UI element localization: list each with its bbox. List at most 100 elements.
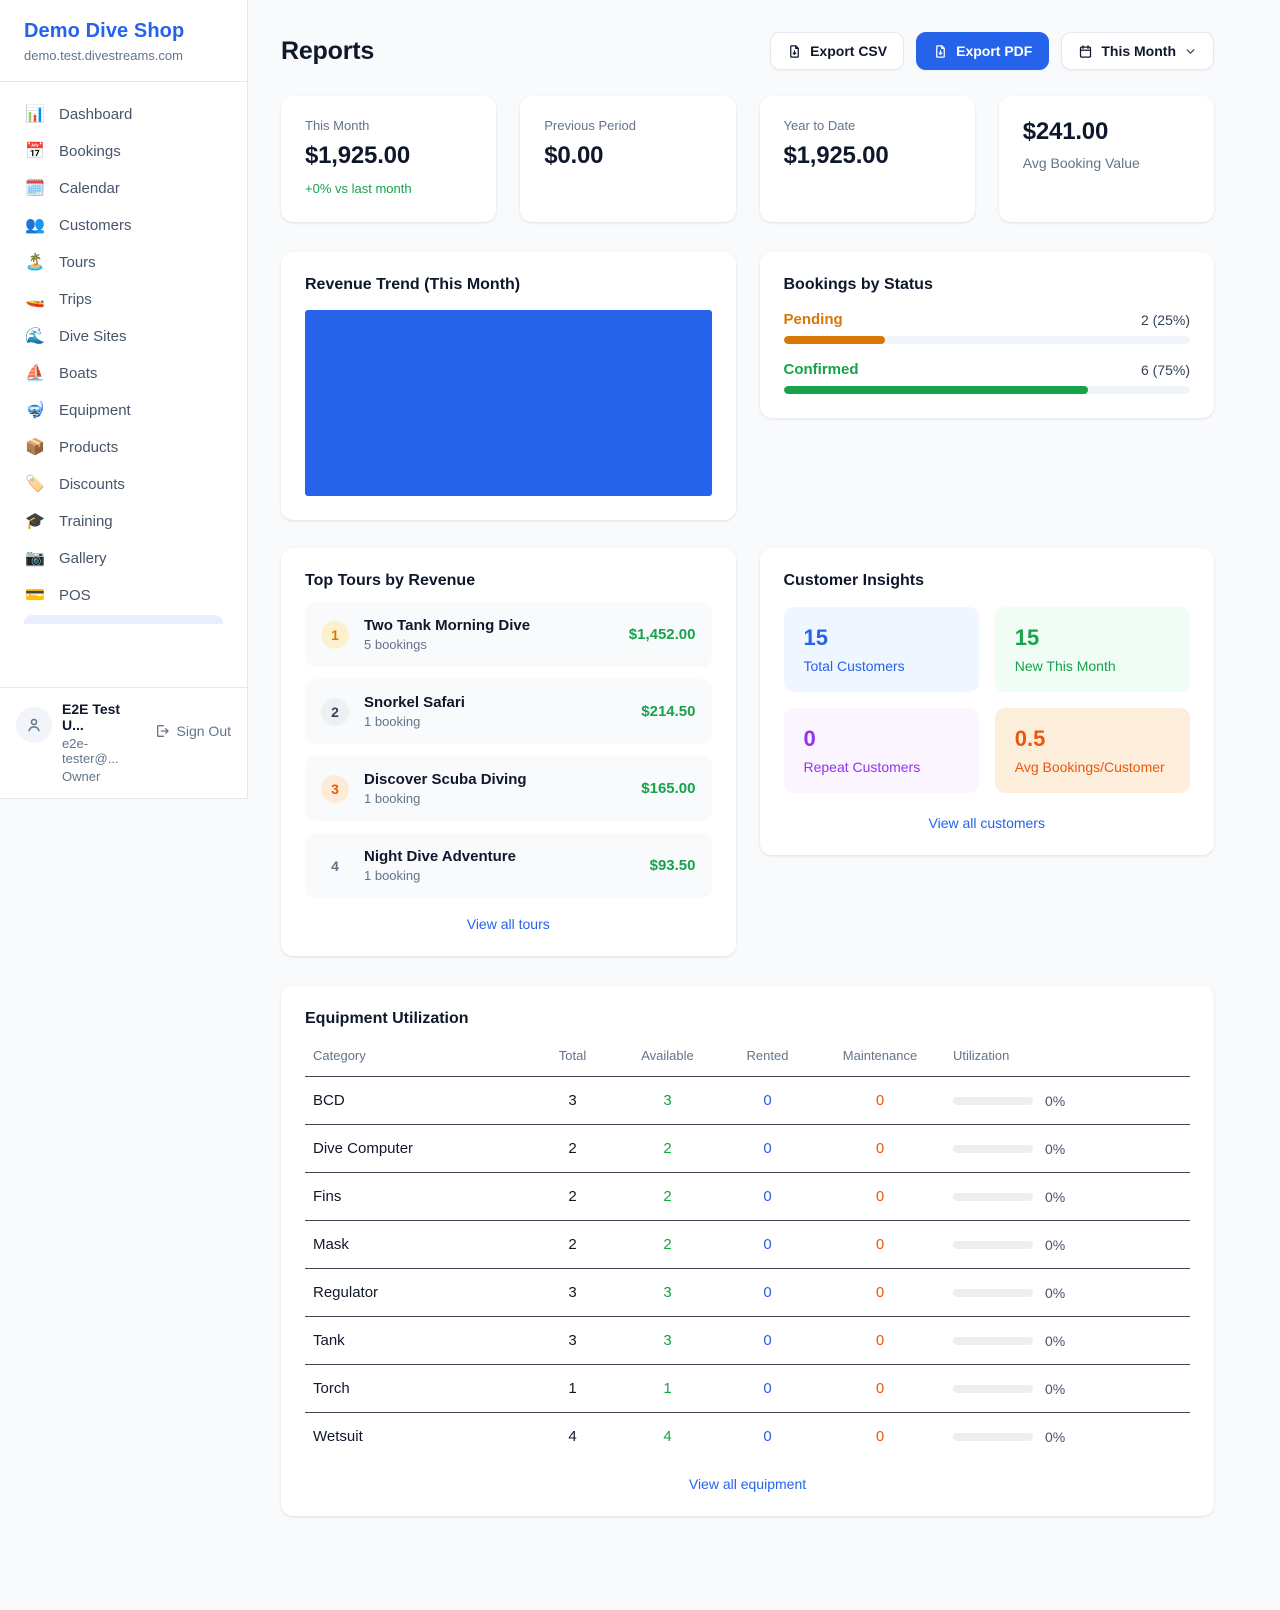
revenue-trend-chart xyxy=(305,310,712,496)
utilization-bar xyxy=(953,1192,1033,1201)
sidebar-item-dashboard[interactable]: 📊 Dashboard xyxy=(12,96,235,133)
sidebar-item-products[interactable]: 📦 Products xyxy=(12,429,235,466)
stat-label: Year to Date xyxy=(783,118,856,133)
avatar xyxy=(16,707,52,743)
cell-total: 2 xyxy=(530,1220,615,1269)
sidebar-item-dive-sites[interactable]: 🌊 Dive Sites xyxy=(12,318,235,355)
tour-revenue: $214.50 xyxy=(641,703,696,720)
top-tours-title: Top Tours by Revenue xyxy=(305,572,476,589)
sidebar-item-training[interactable]: 🎓 Training xyxy=(12,503,235,540)
sidebar-item-pos[interactable]: 💳 POS xyxy=(12,577,235,614)
sidebar-item-bookings[interactable]: 📅 Bookings xyxy=(12,133,235,170)
top-tours-card: Top Tours by Revenue 1 Two Tank Morning … xyxy=(281,548,736,956)
cell-maintenance: 0 xyxy=(875,1428,885,1445)
sailboat-icon: ⛵ xyxy=(25,364,45,382)
sidebar-item-customers[interactable]: 👥 Customers xyxy=(12,207,235,244)
user-name: E2E Test U... xyxy=(62,701,121,733)
sidebar-item-label: Tours xyxy=(59,254,96,271)
sidebar-item-calendar[interactable]: 🗓️ Calendar xyxy=(12,170,235,207)
column-header-total: Total xyxy=(530,1038,615,1077)
export-csv-button[interactable]: Export CSV xyxy=(770,32,905,70)
cell-total: 2 xyxy=(530,1172,615,1221)
export-pdf-button[interactable]: Export PDF xyxy=(916,32,1050,70)
sidebar-item-reports-partial[interactable] xyxy=(24,615,223,624)
cell-rented: 0 xyxy=(720,1316,815,1365)
sidebar-item-trips[interactable]: 🚤 Trips xyxy=(12,281,235,318)
header-actions: Export CSV Export PDF This Month xyxy=(770,32,1214,70)
sidebar-item-label: Bookings xyxy=(59,143,121,160)
tour-row: 4 Night Dive Adventure 1 booking $93.50 xyxy=(305,833,712,898)
tour-name: Two Tank Morning Dive xyxy=(364,617,531,634)
export-csv-label: Export CSV xyxy=(810,43,888,59)
cell-rented: 0 xyxy=(720,1364,815,1413)
view-all-tours-link[interactable]: View all tours xyxy=(466,916,550,932)
shop-name: Demo Dive Shop xyxy=(24,20,185,42)
stat-value: $1,925.00 xyxy=(305,142,410,169)
sidebar-item-equipment[interactable]: 🤿 Equipment xyxy=(12,392,235,429)
sign-out-button[interactable]: Sign Out xyxy=(154,723,231,739)
logout-icon xyxy=(156,725,169,737)
revenue-trend-card: Revenue Trend (This Month) xyxy=(281,252,736,520)
insight-repeat-customers: 0 Repeat Customers xyxy=(783,708,979,793)
sidebar-item-label: Training xyxy=(59,513,113,530)
sidebar-item-discounts[interactable]: 🏷️ Discounts xyxy=(12,466,235,503)
cell-maintenance: 0 xyxy=(815,1172,945,1221)
sidebar-item-boats[interactable]: ⛵ Boats xyxy=(12,355,235,392)
stat-value: $0.00 xyxy=(544,142,604,169)
cell-maintenance: 0 xyxy=(815,1316,945,1365)
stat-label: This Month xyxy=(305,118,370,133)
diving-mask-icon: 🤿 xyxy=(25,401,45,419)
calendar-icon: 🗓️ xyxy=(25,179,45,197)
sidebar-item-gallery[interactable]: 📷 Gallery xyxy=(12,540,235,577)
cell-total: 3 xyxy=(530,1316,615,1365)
tag-icon: 🏷️ xyxy=(25,475,45,493)
stat-value: $1,925.00 xyxy=(783,142,889,169)
utilization-percent: 0% xyxy=(1045,1188,1066,1205)
sidebar-item-tours[interactable]: 🏝️ Tours xyxy=(12,244,235,281)
cell-rented: 0 xyxy=(720,1124,815,1173)
insight-label: Repeat Customers xyxy=(803,759,921,775)
stat-card-previous-period: Previous Period $0.00 xyxy=(520,96,736,222)
file-download-icon xyxy=(790,44,799,58)
utilization-percent: 0% xyxy=(1045,1380,1066,1397)
export-pdf-label: Export PDF xyxy=(956,43,1033,59)
cell-maintenance: 0 xyxy=(815,1076,945,1125)
view-all-equipment-link[interactable]: View all equipment xyxy=(688,1476,807,1492)
credit-card-icon: 💳 xyxy=(25,586,45,604)
cell-available: 2 xyxy=(615,1220,720,1269)
cell-maintenance: 0 xyxy=(815,1268,945,1317)
tour-name: Night Dive Adventure xyxy=(364,848,516,865)
revenue-trend-title: Revenue Trend (This Month) xyxy=(305,276,521,293)
main-content: Reports Export CSV Export PDF This Month xyxy=(249,0,1246,1556)
period-select[interactable]: This Month xyxy=(1061,32,1214,70)
stat-card-this-month: This Month $1,925.00 +0% vs last month xyxy=(281,96,497,222)
insight-value: 15 xyxy=(803,625,828,650)
sidebar-item-label: POS xyxy=(59,587,91,604)
sidebar-nav: 📊 Dashboard 📅 Bookings 🗓️ Calendar 👥 Cus… xyxy=(0,82,247,687)
cell-category: Fins xyxy=(305,1172,530,1221)
utilization-bar xyxy=(953,1336,1033,1345)
tour-name: Discover Scuba Diving xyxy=(364,771,527,788)
sidebar: Demo Dive Shop demo.test.divestreams.com… xyxy=(0,0,248,799)
stats-grid: This Month $1,925.00 +0% vs last month P… xyxy=(281,96,1214,222)
cell-available: 3 xyxy=(615,1316,720,1365)
utilization-bar xyxy=(953,1288,1033,1297)
sidebar-item-label: Dashboard xyxy=(59,106,133,123)
table-row: Torch 1 1 0 0 0% xyxy=(305,1364,1190,1413)
column-header-utilization: Utilization xyxy=(945,1038,1190,1077)
cell-maintenance: 0 xyxy=(815,1124,945,1173)
bookings-by-status-card: Bookings by Status Pending 2 (25%) Confi… xyxy=(759,252,1214,418)
cell-category: Regulator xyxy=(305,1268,530,1317)
status-label: Confirmed xyxy=(783,361,859,378)
tour-row: 3 Discover Scuba Diving 1 booking $165.0… xyxy=(305,756,712,821)
insight-label: New This Month xyxy=(1014,658,1116,674)
column-header-available: Available xyxy=(615,1038,720,1077)
stat-card-avg-booking-value: $241.00 Avg Booking Value xyxy=(998,96,1214,222)
insight-value: 0 xyxy=(803,726,816,751)
utilization-bar xyxy=(953,1096,1033,1105)
shop-domain: demo.test.divestreams.com xyxy=(24,48,183,63)
progress-bar xyxy=(783,386,1190,394)
view-all-customers-link[interactable]: View all customers xyxy=(928,815,1045,831)
utilization-percent: 0% xyxy=(1045,1428,1066,1445)
rank-badge: 2 xyxy=(321,697,349,726)
